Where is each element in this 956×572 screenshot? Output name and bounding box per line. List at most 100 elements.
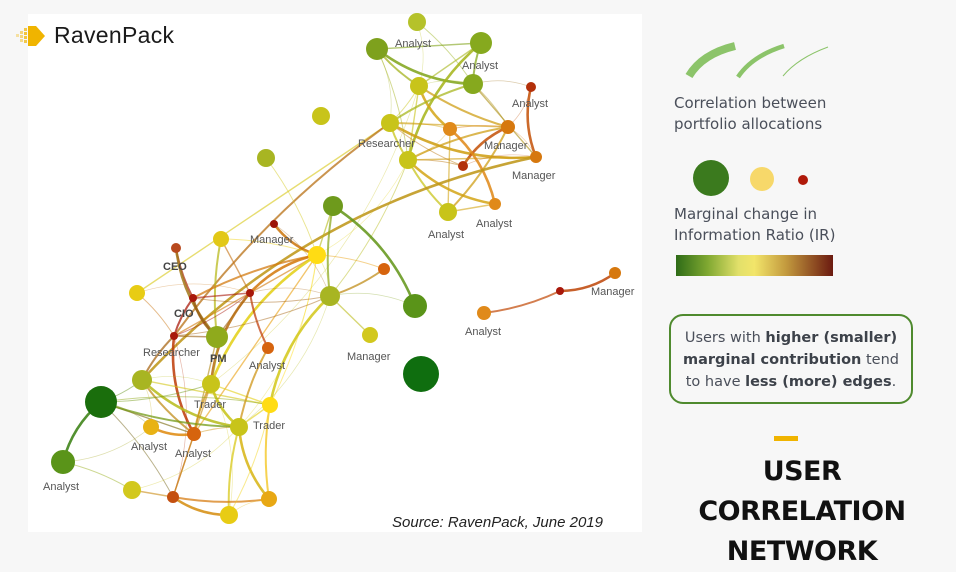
node-label: Analyst (175, 448, 211, 460)
ravenpack-logo-icon (16, 25, 45, 46)
network-node[interactable] (458, 161, 468, 171)
network-node[interactable] (170, 332, 178, 340)
network-node[interactable] (477, 306, 491, 320)
network-node[interactable] (378, 263, 390, 275)
network-node[interactable] (463, 74, 483, 94)
network-edge (131, 426, 240, 491)
network-edge (172, 496, 270, 503)
network-node[interactable] (381, 114, 399, 132)
network-node[interactable] (408, 13, 426, 31)
node-label: Trader (253, 420, 285, 432)
callout-text: tend (861, 352, 899, 368)
network-node[interactable] (143, 419, 159, 435)
network-node[interactable] (526, 82, 536, 92)
node-label: Analyst (462, 60, 498, 72)
network-node[interactable] (403, 294, 427, 318)
ir-color-gradient (676, 255, 833, 276)
network-node[interactable] (270, 220, 278, 228)
source-caption: Source: RavenPack, June 2019 (392, 514, 603, 531)
network-edge (447, 126, 509, 213)
network-node[interactable] (171, 243, 181, 253)
node-label: Manager (484, 140, 528, 152)
ravenpack-logo: RavenPack (14, 22, 174, 49)
callout-bold: marginal contribution (683, 352, 862, 368)
network-edge (141, 155, 537, 381)
network-edge (100, 396, 271, 406)
network-node[interactable] (323, 196, 343, 216)
network-edge (407, 156, 537, 161)
network-node[interactable] (187, 427, 201, 441)
insight-callout: Users with higher (smaller) marginal con… (669, 314, 913, 404)
network-node[interactable] (189, 294, 197, 302)
network-edge (418, 85, 509, 128)
node-label: Analyst (395, 38, 431, 50)
network-node[interactable] (206, 326, 228, 348)
network-edge (376, 48, 409, 161)
node-label: Trader (194, 399, 226, 411)
network-node[interactable] (262, 397, 278, 413)
node-label: Analyst (512, 98, 548, 110)
title-line2: NETWORK (726, 536, 878, 567)
network-node[interactable] (443, 122, 457, 136)
network-labels: Analyst Analyst Analyst Researcher Manager Ma… (43, 38, 635, 493)
network-node[interactable] (362, 327, 378, 343)
network-node[interactable] (489, 198, 501, 210)
network-node[interactable] (220, 506, 238, 524)
node-label: Researcher (143, 347, 200, 359)
network-edge (237, 426, 270, 500)
network-node[interactable] (403, 356, 439, 392)
network-node[interactable] (257, 149, 275, 167)
network-node[interactable] (530, 151, 542, 163)
network-node[interactable] (213, 231, 229, 247)
network-node[interactable] (308, 246, 326, 264)
network-node[interactable] (123, 481, 141, 499)
network-node[interactable] (501, 120, 515, 134)
network-edge (483, 290, 561, 314)
network-node[interactable] (399, 151, 417, 169)
network-edge (316, 159, 409, 256)
edge-legend-line2: portfolio allocations (674, 115, 823, 133)
network-edge (173, 295, 331, 337)
node-label: Manager (512, 170, 556, 182)
network-edge (193, 254, 318, 435)
network-panel (28, 14, 642, 532)
node-label: CIO (174, 308, 194, 320)
network-edge (220, 238, 251, 294)
network-node[interactable] (129, 285, 145, 301)
network-node[interactable] (366, 38, 388, 60)
node-label: Analyst (131, 441, 167, 453)
network-node[interactable] (609, 267, 621, 279)
callout-text: to have (685, 374, 746, 390)
network-edge (449, 128, 497, 205)
network-node[interactable] (246, 289, 254, 297)
network-node[interactable] (132, 370, 152, 390)
network-node[interactable] (556, 287, 564, 295)
network-node[interactable] (230, 418, 248, 436)
network-node[interactable] (262, 342, 274, 354)
node-label: Manager (250, 234, 294, 246)
callout-text: . (891, 374, 897, 390)
network-node[interactable] (320, 286, 340, 306)
network-edge (268, 295, 331, 406)
callout-bold: less (more) edges (745, 374, 892, 390)
network-node[interactable] (51, 450, 75, 474)
network-node[interactable] (85, 386, 117, 418)
network-node[interactable] (312, 107, 330, 125)
network-edge (220, 238, 318, 256)
accent-bar (774, 436, 798, 441)
network-node[interactable] (261, 491, 277, 507)
network-node[interactable] (167, 491, 179, 503)
network-edge (526, 86, 538, 158)
slide-title: USER CORRELATION NETWORK (664, 452, 940, 572)
network-nodes (51, 13, 621, 524)
network-edge (173, 254, 318, 337)
network-edge (192, 295, 331, 303)
network-node[interactable] (410, 77, 428, 95)
network-node[interactable] (439, 203, 457, 221)
network-edge (228, 404, 271, 516)
network-node[interactable] (470, 32, 492, 54)
node-label: Researcher (358, 138, 415, 150)
node-legend-line2: Information Ratio (IR) (674, 226, 836, 244)
network-edge (136, 122, 391, 294)
network-node[interactable] (202, 375, 220, 393)
